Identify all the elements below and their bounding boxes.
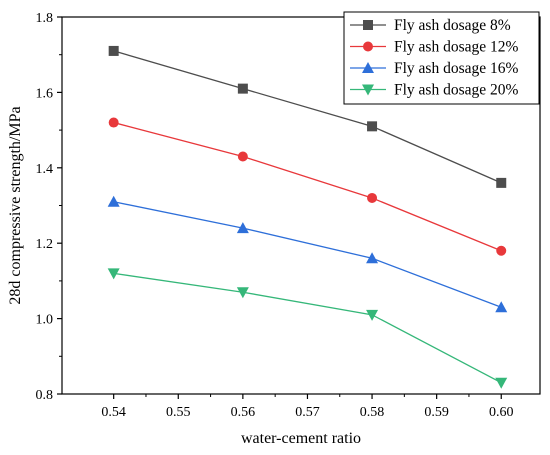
- data-point: [236, 222, 249, 234]
- y-tick-label: 1.0: [36, 313, 54, 328]
- data-point: [236, 287, 249, 299]
- legend-marker: [363, 20, 373, 30]
- data-point: [495, 301, 508, 313]
- y-tick-label: 1.2: [36, 237, 54, 252]
- legend-marker: [363, 41, 373, 52]
- data-point: [107, 268, 120, 280]
- legend-entry: Fly ash dosage 16%: [350, 60, 519, 77]
- legend-box: [343, 11, 540, 105]
- x-tick-label: 0.54: [101, 405, 126, 420]
- data-point: [237, 83, 248, 94]
- y-axis-ticks: 0.8 1.0 1.2 1.4 1.6 1.8: [36, 11, 62, 403]
- data-point: [367, 192, 378, 203]
- x-tick-label: 0.55: [166, 405, 191, 420]
- series-1: [108, 45, 507, 188]
- legend-label: Fly ash dosage 20%: [394, 82, 519, 99]
- data-point: [495, 377, 508, 389]
- legend: Fly ash dosage 8% Fly ash dosage 12% Fly a…: [343, 11, 540, 105]
- data-point: [108, 117, 119, 128]
- x-axis-ticks: 0.54 0.55 0.56 0.57 0.58 0.59 0.60: [101, 394, 513, 420]
- series-4: [107, 268, 508, 389]
- x-tick-label: 0.57: [295, 405, 320, 420]
- x-tick-label: 0.59: [424, 405, 449, 420]
- series-line: [113, 50, 502, 184]
- data-point: [108, 45, 119, 56]
- data-point: [366, 252, 379, 264]
- y-tick-label: 1.6: [36, 86, 54, 101]
- data-point: [237, 151, 248, 162]
- series-line: [113, 121, 502, 252]
- legend-marker: [362, 84, 374, 96]
- data-point: [367, 121, 378, 132]
- series-layer: [107, 45, 508, 389]
- y-tick-label: 0.8: [36, 388, 54, 403]
- y-axis-label: 28d compressive strength/MPa: [7, 106, 24, 304]
- x-tick-label: 0.60: [489, 405, 514, 420]
- legend-label: Fly ash dosage 12%: [394, 39, 519, 56]
- legend-entry: Fly ash dosage 20%: [350, 82, 519, 99]
- x-tick-label: 0.58: [360, 405, 385, 420]
- x-tick-label: 0.56: [231, 405, 256, 420]
- data-point: [496, 177, 507, 188]
- data-point: [107, 195, 120, 207]
- series-line: [113, 272, 502, 384]
- legend-label: Fly ash dosage 8%: [394, 17, 511, 34]
- legend-marker: [362, 62, 374, 73]
- series-2: [108, 117, 507, 256]
- x-axis-label: water-cement ratio: [241, 430, 361, 447]
- legend-entry: Fly ash dosage 8%: [350, 17, 511, 34]
- series-3: [107, 195, 508, 313]
- y-tick-label: 1.4: [36, 162, 54, 177]
- legend-label: Fly ash dosage 16%: [394, 60, 519, 77]
- data-point: [366, 309, 379, 321]
- legend-entry: Fly ash dosage 12%: [350, 39, 519, 56]
- y-tick-label: 1.8: [36, 11, 54, 26]
- series-line: [113, 201, 502, 308]
- data-point: [496, 245, 507, 256]
